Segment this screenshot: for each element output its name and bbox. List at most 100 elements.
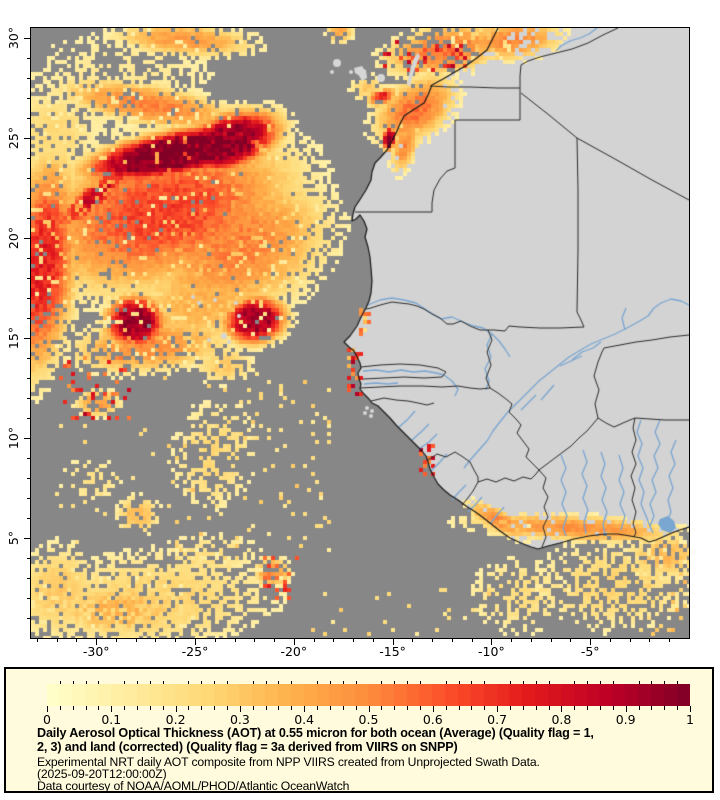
x-minor-tick [669, 638, 671, 642]
colorbar-top-minor-tick [137, 681, 139, 684]
colorbar-minor-tick [509, 706, 511, 710]
y-minor-tick [27, 598, 31, 599]
legend-box: 0 0.1 0.2 0.3 0.4 0.5 0.6 0.7 0.8 0.9 1 [4, 667, 714, 793]
y-tick-label: 5° [6, 530, 21, 546]
colorbar-major-tick [47, 706, 48, 712]
colorbar-minor-tick [651, 706, 653, 710]
colorbar-minor-tick [201, 706, 203, 710]
y-minor-tick [27, 558, 31, 559]
colorbar-top-minor-tick [407, 681, 409, 684]
x-minor-tick [412, 638, 414, 642]
colorbar-minor-tick [381, 706, 383, 710]
colorbar-top-minor-tick [677, 681, 679, 684]
colorbar-minor-tick [342, 706, 344, 710]
y-tick-label: 30° [6, 26, 21, 50]
y-minor-tick [27, 498, 31, 499]
x-minor-tick [353, 638, 355, 642]
colorbar-minor-tick [85, 706, 87, 710]
y-minor-tick [27, 578, 31, 579]
colorbar-minor-tick [329, 706, 331, 710]
colorbar-minor-tick [265, 706, 267, 710]
colorbar-minor-tick [638, 706, 640, 710]
colorbar-top-minor-tick [188, 681, 190, 684]
colorbar-top-minor-tick [355, 681, 357, 684]
colorbar-major-tick [561, 706, 563, 712]
legend-title-line2: 2, 3) and land (corrected) (Quality flag… [37, 740, 458, 754]
colorbar-minor-tick [574, 706, 576, 710]
colorbar-top-minor-tick [419, 681, 421, 684]
colorbar-tick-label: 0.7 [487, 712, 508, 727]
colorbar-tick-label: 0 [43, 712, 51, 727]
colorbar-gradient [47, 684, 690, 706]
colorbar-top-minor-tick [317, 681, 319, 684]
colorbar-top-minor-tick [149, 681, 151, 684]
colorbar-top-minor-tick [214, 681, 216, 684]
y-tick-label: 10° [6, 426, 21, 450]
colorbar-minor-tick [227, 706, 229, 710]
y-major-tick [24, 338, 31, 339]
y-minor-tick [27, 98, 31, 99]
y-major-tick [24, 38, 31, 39]
x-minor-tick [254, 638, 256, 642]
y-minor-tick [27, 318, 31, 319]
colorbar-minor-tick [407, 706, 409, 710]
colorbar-minor-tick [587, 706, 589, 710]
colorbar-minor-tick [522, 706, 524, 710]
colorbar-minor-tick [664, 706, 666, 710]
colorbar-tick-label: 0.9 [615, 712, 636, 727]
colorbar-tick-label: 0.3 [229, 712, 250, 727]
x-tick-label: -25° [181, 644, 209, 659]
x-minor-tick [155, 638, 157, 642]
colorbar-top-minor-tick [124, 681, 126, 684]
colorbar-major-tick [111, 706, 113, 712]
x-minor-tick [530, 638, 532, 642]
map-canvas [31, 28, 689, 638]
y-tick-label: 25° [6, 126, 21, 150]
y-minor-tick [27, 458, 31, 459]
y-minor-tick [27, 258, 31, 259]
colorbar-top-minor-tick [252, 681, 254, 684]
colorbar-top-minor-tick [664, 681, 666, 684]
y-minor-tick [27, 118, 31, 119]
colorbar-minor-tick [677, 706, 679, 710]
y-minor-tick [27, 358, 31, 359]
y-major-tick [24, 438, 31, 439]
x-minor-tick [629, 638, 631, 642]
x-tick-label: -15° [379, 644, 406, 659]
colorbar-top-minor-tick [394, 681, 396, 684]
colorbar-top-minor-tick [612, 681, 614, 684]
y-minor-tick [27, 398, 31, 399]
colorbar-minor-tick [458, 706, 460, 710]
colorbar-minor-tick [599, 706, 601, 710]
colorbar-top-minor-tick [342, 681, 344, 684]
colorbar-minor-tick [317, 706, 319, 710]
colorbar-top-minor-tick [59, 681, 61, 684]
colorbar-minor-tick [445, 706, 447, 710]
x-minor-tick [550, 638, 552, 642]
y-tick-label: 20° [6, 226, 21, 250]
y-minor-tick [27, 218, 31, 219]
x-minor-tick [234, 638, 236, 642]
colorbar-top-minor-tick [278, 681, 280, 684]
colorbar-top-minor-tick [162, 681, 164, 684]
colorbar-minor-tick [149, 706, 151, 710]
x-minor-tick [511, 638, 513, 642]
colorbar-top-minor-tick [458, 681, 460, 684]
colorbar-minor-tick [252, 706, 254, 710]
x-tick-label: -30° [82, 644, 110, 659]
x-minor-tick [76, 638, 78, 642]
colorbar-major-tick [368, 706, 370, 712]
legend-title-line1: Daily Aerosol Optical Thickness (AOT) at… [37, 726, 594, 740]
colorbar-major-tick [625, 706, 627, 712]
x-major-tick [96, 638, 98, 645]
colorbar-minor-tick [419, 706, 421, 710]
x-minor-tick [274, 638, 276, 642]
colorbar-top-minor-tick [98, 681, 100, 684]
x-major-tick [392, 638, 394, 645]
x-minor-tick [570, 638, 572, 642]
colorbar-top-minor-tick [291, 681, 293, 684]
x-minor-tick [372, 638, 374, 642]
colorbar-top-minor-tick [574, 681, 576, 684]
colorbar-tick-label: 0.5 [358, 712, 379, 727]
